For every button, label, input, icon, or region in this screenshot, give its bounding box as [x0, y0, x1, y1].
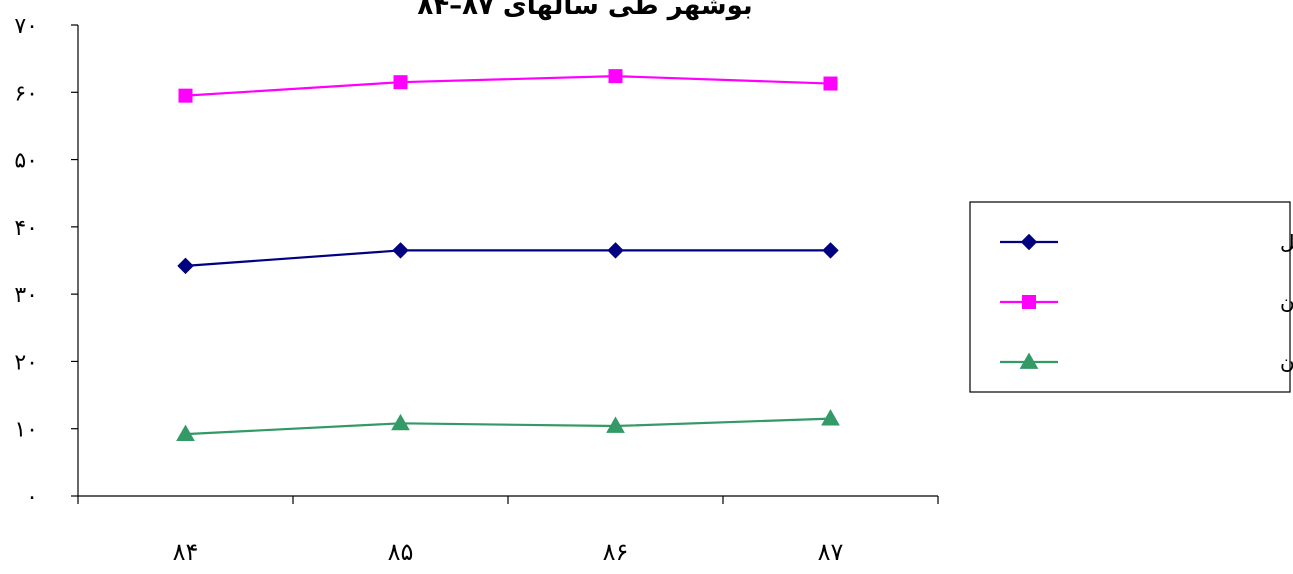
legend: نرخ مشارکت کل نرخ مشارکت مردان نرخ مشارکت …	[969, 201, 1293, 393]
legend-marker	[1020, 233, 1038, 251]
legend-label: نرخ مشارکت زنان	[1280, 350, 1293, 374]
y-tick-label: ۴۰	[14, 216, 38, 241]
data-point	[607, 242, 624, 259]
y-tick-label: ۲۰	[14, 350, 38, 375]
y-tick-label: ۷۰	[14, 14, 38, 39]
legend-label: نرخ مشارکت کل	[1280, 230, 1293, 254]
plot-area: ۰ ۱۰ ۲۰ ۳۰ ۴۰ ۵۰ ۶۰ ۷۰ ۸۴ ۸۵ ۸۶ ۸۷	[14, 14, 939, 566]
series-line-3	[185, 417, 831, 436]
data-point	[606, 416, 625, 433]
data-point	[822, 242, 839, 259]
y-tick-label: ۰	[26, 485, 38, 510]
data-point	[393, 75, 408, 90]
data-point	[176, 424, 195, 441]
data-point	[608, 69, 623, 84]
data-point	[177, 257, 194, 275]
y-tick-label: ۱۰	[14, 418, 38, 443]
series-line-1	[185, 249, 831, 267]
y-tick-label: ۶۰	[14, 81, 38, 106]
series-line-2	[185, 75, 831, 97]
x-tick-label: ۸۵	[388, 538, 414, 566]
data-point	[823, 76, 838, 91]
data-point	[392, 242, 409, 259]
x-tick-label: ۸۷	[818, 538, 844, 566]
data-point	[391, 413, 410, 431]
data-point	[178, 88, 193, 103]
legend-marker	[1019, 352, 1039, 369]
data-point	[821, 409, 840, 426]
y-tick-label: ۳۰	[14, 283, 38, 308]
y-tick-label: ۵۰	[14, 149, 38, 174]
x-tick-label: ۸۶	[603, 538, 629, 566]
legend-marker	[1022, 295, 1036, 309]
x-tick-label: ۸۴	[173, 538, 199, 566]
chart-title: بوشهر طی سالهای ۸۷–۸۴	[417, 0, 752, 21]
legend-label: نرخ مشارکت مردان	[1280, 290, 1293, 314]
legend-box	[969, 201, 1291, 393]
